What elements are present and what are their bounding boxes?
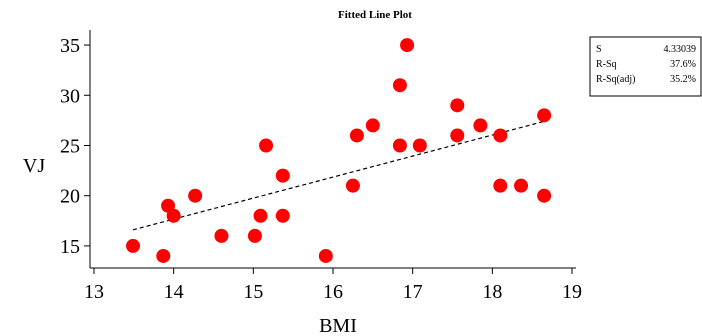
- data-point: [345, 178, 360, 193]
- data-point: [188, 188, 203, 203]
- data-point: [349, 128, 364, 143]
- x-tick-label: 15: [243, 281, 263, 303]
- data-point: [493, 128, 508, 143]
- data-points: [126, 38, 552, 263]
- data-point: [392, 138, 407, 153]
- data-point: [156, 248, 171, 263]
- data-point: [537, 108, 552, 123]
- y-axis-label: VJ: [23, 155, 45, 177]
- data-point: [275, 208, 290, 223]
- x-tick-label: 14: [164, 281, 184, 303]
- x-tick-label: 19: [562, 281, 582, 303]
- x-ticks: 13 14 15 16 17 18 19: [84, 268, 582, 303]
- stats-rows: S 4.33039 R-Sq 37.6% R-Sq(adj) 35.2%: [596, 44, 696, 85]
- stats-label: S: [596, 44, 602, 55]
- data-point: [126, 238, 141, 253]
- data-point: [318, 248, 333, 263]
- stats-value: 4.33039: [664, 44, 697, 55]
- x-tick-label: 17: [403, 281, 423, 303]
- data-point: [493, 178, 508, 193]
- y-ticks: 15 20 25 30 35: [60, 35, 90, 258]
- y-tick-label: 25: [60, 135, 80, 157]
- stats-box: S 4.33039 R-Sq 37.6% R-Sq(adj) 35.2%: [589, 36, 702, 97]
- x-tick-label: 13: [84, 281, 104, 303]
- stats-value: 35.2%: [670, 74, 696, 85]
- data-point: [259, 138, 274, 153]
- x-axis-label: BMI: [319, 315, 357, 336]
- chart-title: Fitted Line Plot: [338, 9, 412, 21]
- data-point: [514, 178, 529, 193]
- data-point: [365, 118, 380, 133]
- data-point: [537, 188, 552, 203]
- stats-label: R-Sq(adj): [596, 74, 635, 85]
- data-point: [392, 78, 407, 93]
- data-point: [473, 118, 488, 133]
- data-point: [166, 208, 181, 223]
- data-point: [247, 228, 262, 243]
- stats-value: 37.6%: [670, 59, 696, 70]
- fit-line: [132, 120, 545, 231]
- data-point: [450, 98, 465, 113]
- data-point: [450, 128, 465, 143]
- data-point: [400, 38, 415, 53]
- y-tick-label: 15: [60, 236, 80, 258]
- data-point: [275, 168, 290, 183]
- y-tick-label: 20: [60, 186, 80, 208]
- stats-box-border: [589, 36, 702, 97]
- data-point: [214, 228, 229, 243]
- y-tick-label: 35: [60, 35, 80, 57]
- data-point: [253, 208, 268, 223]
- stats-label: R-Sq: [596, 59, 617, 70]
- data-point: [412, 138, 427, 153]
- axes: [89, 30, 576, 269]
- x-tick-label: 18: [482, 281, 502, 303]
- x-tick-label: 16: [323, 281, 343, 303]
- y-tick-label: 30: [60, 85, 80, 107]
